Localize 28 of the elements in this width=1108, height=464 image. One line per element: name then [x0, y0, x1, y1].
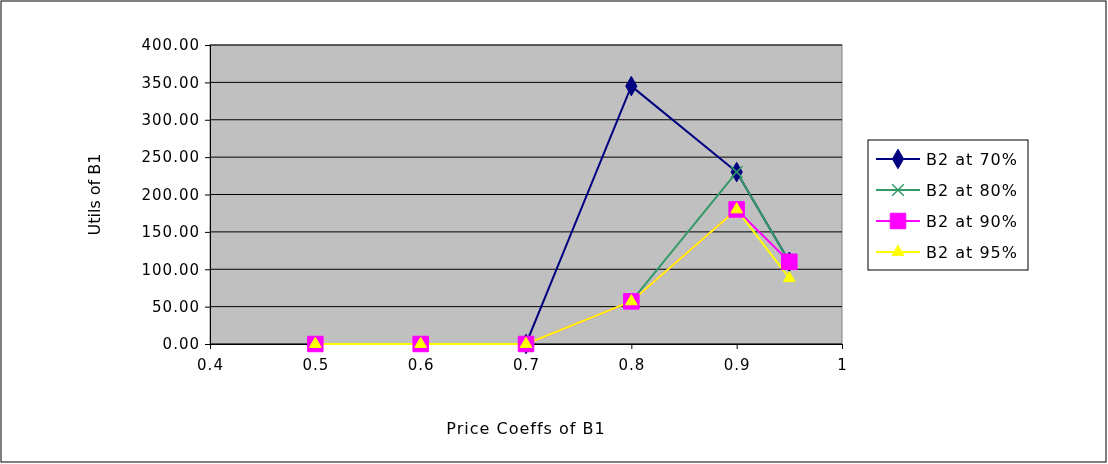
x-tick-label: 0.8 [618, 355, 646, 374]
legend-label: B2 at 70% [926, 150, 1018, 169]
y-tick-label: 400.00 [141, 36, 200, 55]
y-tick-label: 300.00 [141, 111, 200, 130]
y-tick-label: 250.00 [141, 148, 200, 167]
y-tick-label: 200.00 [141, 185, 200, 204]
y-axis-title: Utils of B1 [85, 153, 104, 236]
point [308, 336, 322, 348]
x-tick-label: 0.7 [513, 355, 540, 374]
x-tick-label: 1 [837, 355, 848, 374]
legend-label: B2 at 80% [926, 181, 1018, 200]
x-tick-label: 0.4 [197, 355, 224, 374]
x-axis-title: Price Coeffs of B1 [446, 419, 606, 438]
y-tick-label: 0.00 [162, 335, 200, 354]
point [519, 336, 533, 348]
legend-label: B2 at 95% [926, 243, 1018, 262]
y-tick-label: 150.00 [141, 223, 200, 242]
y-tick-label: 350.00 [141, 73, 200, 92]
x-tick-label: 0.5 [302, 355, 330, 374]
x-tick-label: 0.9 [723, 355, 751, 374]
point [414, 336, 428, 348]
point [730, 165, 744, 179]
x-tick-label: 0.6 [407, 355, 435, 374]
y-tick-label: 50.00 [152, 297, 200, 316]
point [782, 270, 796, 283]
y-tick-label: 100.00 [141, 260, 200, 279]
point [730, 202, 744, 214]
legend-label: B2 at 90% [926, 212, 1018, 231]
